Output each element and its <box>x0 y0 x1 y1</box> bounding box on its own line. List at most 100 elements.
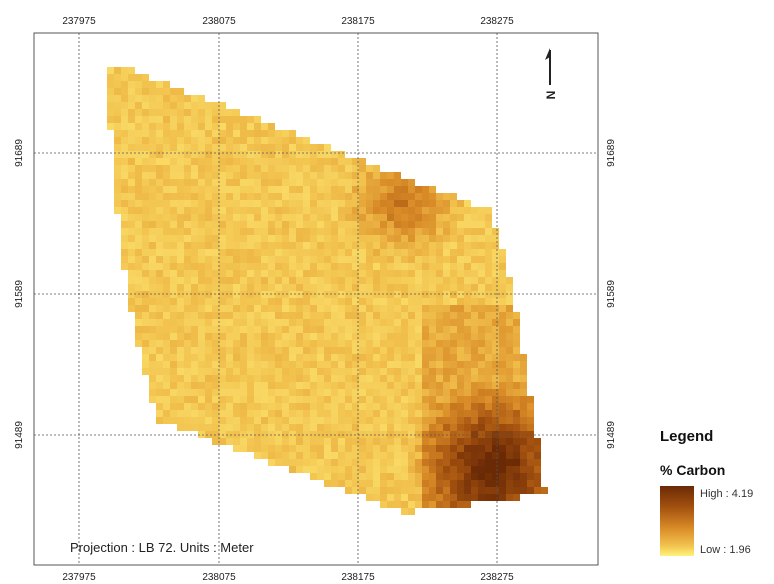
raster-cell <box>415 431 422 438</box>
raster-cell <box>156 389 163 396</box>
raster-cell <box>366 480 373 487</box>
raster-cell <box>128 137 135 144</box>
raster-cell <box>394 396 401 403</box>
raster-cell <box>247 284 254 291</box>
raster-cell <box>331 298 338 305</box>
raster-cell <box>352 172 359 179</box>
raster-cell <box>135 179 142 186</box>
raster-cell <box>254 305 261 312</box>
raster-cell <box>373 431 380 438</box>
raster-cell <box>233 221 240 228</box>
raster-cell <box>331 326 338 333</box>
raster-cell <box>163 396 170 403</box>
raster-cell <box>247 207 254 214</box>
raster-cell <box>135 242 142 249</box>
raster-cell <box>261 382 268 389</box>
raster-cell <box>429 242 436 249</box>
raster-cell <box>436 354 443 361</box>
raster-cell <box>135 102 142 109</box>
raster-cell <box>359 403 366 410</box>
raster-cell <box>282 221 289 228</box>
raster-cell <box>415 494 422 501</box>
raster-cell <box>457 473 464 480</box>
raster-cell <box>499 305 506 312</box>
raster-cell <box>247 249 254 256</box>
raster-cell <box>499 333 506 340</box>
raster-cell <box>261 305 268 312</box>
raster-cell <box>156 277 163 284</box>
y-tick-left-3: 91489 <box>14 421 25 449</box>
raster-cell <box>408 473 415 480</box>
raster-cell <box>373 361 380 368</box>
raster-cell <box>443 473 450 480</box>
raster-cell <box>303 249 310 256</box>
raster-cell <box>415 375 422 382</box>
map-frame <box>33 32 599 566</box>
raster-cell <box>275 361 282 368</box>
raster-cell <box>422 375 429 382</box>
raster-cell <box>142 235 149 242</box>
raster-cell <box>212 242 219 249</box>
raster-cell <box>177 319 184 326</box>
raster-cell <box>289 333 296 340</box>
raster-cell <box>275 298 282 305</box>
raster-cell <box>240 326 247 333</box>
raster-cell <box>163 263 170 270</box>
raster-cell <box>191 417 198 424</box>
raster-cell <box>443 382 450 389</box>
raster-cell <box>310 326 317 333</box>
raster-cell <box>240 438 247 445</box>
raster-cell <box>275 228 282 235</box>
raster-cell <box>198 305 205 312</box>
raster-cell <box>254 354 261 361</box>
raster-cell <box>387 207 394 214</box>
raster-cell <box>310 389 317 396</box>
raster-cell <box>338 410 345 417</box>
raster-cell <box>149 172 156 179</box>
raster-cell <box>282 256 289 263</box>
raster-cell <box>436 424 443 431</box>
raster-cell <box>114 158 121 165</box>
raster-cell <box>121 186 128 193</box>
raster-cell <box>296 158 303 165</box>
raster-cell <box>268 186 275 193</box>
raster-cell <box>212 305 219 312</box>
raster-cell <box>394 480 401 487</box>
raster-cell <box>254 242 261 249</box>
raster-cell <box>317 256 324 263</box>
raster-cell <box>310 438 317 445</box>
raster-cell <box>527 466 534 473</box>
raster-cell <box>450 438 457 445</box>
raster-cell <box>408 263 415 270</box>
raster-cell <box>317 326 324 333</box>
raster-cell <box>240 368 247 375</box>
raster-cell <box>352 424 359 431</box>
raster-cell <box>331 389 338 396</box>
raster-cell <box>289 200 296 207</box>
raster-cell <box>352 438 359 445</box>
raster-cell <box>142 270 149 277</box>
raster-cell <box>177 417 184 424</box>
raster-cell <box>359 452 366 459</box>
raster-cell <box>205 375 212 382</box>
raster-cell <box>191 389 198 396</box>
raster-cell <box>387 319 394 326</box>
raster-cell <box>415 382 422 389</box>
raster-cell <box>422 263 429 270</box>
raster-cell <box>240 340 247 347</box>
raster-cell <box>128 172 135 179</box>
raster-cell <box>128 284 135 291</box>
raster-cell <box>436 242 443 249</box>
raster-cell <box>247 291 254 298</box>
raster-cell <box>282 242 289 249</box>
raster-cell <box>156 123 163 130</box>
raster-cell <box>324 172 331 179</box>
raster-cell <box>352 410 359 417</box>
raster-cell <box>464 207 471 214</box>
raster-cell <box>128 270 135 277</box>
raster-cell <box>443 347 450 354</box>
raster-cell <box>422 487 429 494</box>
raster-cell <box>163 368 170 375</box>
raster-cell <box>464 214 471 221</box>
